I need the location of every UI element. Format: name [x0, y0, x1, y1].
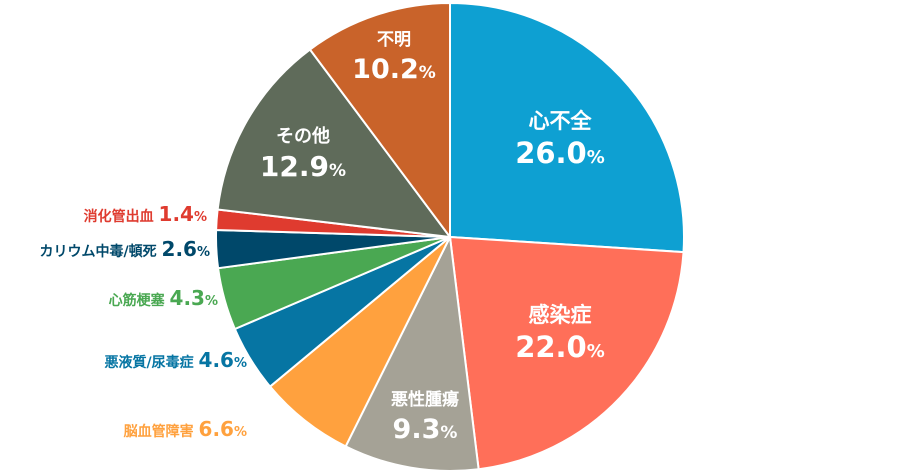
slice-label: その他: [276, 125, 330, 147]
slice-label: 悪性腫瘍: [391, 389, 459, 410]
slice-label: 不明: [377, 30, 411, 50]
slice-value-label: 12.9%: [260, 150, 346, 183]
pie-slice-2: [449, 236, 685, 471]
pie-slice-9: [216, 48, 451, 238]
pie-slice-3: [344, 236, 480, 472]
pie-slice-10: [308, 2, 451, 238]
slice-callout-label: カリウム中毒/頓死 2.6%: [40, 237, 210, 261]
slice-callout-label: 脳血管障害 6.6%: [124, 417, 247, 441]
slice-callout-label: 悪液質/尿毒症 4.6%: [105, 348, 247, 372]
slice-label: 感染症: [529, 303, 592, 327]
slice-callout-label: 消化管出血 1.4%: [84, 202, 207, 226]
pie-slice-1: [449, 2, 685, 254]
slice-label: 心不全: [529, 109, 593, 133]
slice-callout-label: 心筋梗塞 4.3%: [109, 286, 218, 310]
